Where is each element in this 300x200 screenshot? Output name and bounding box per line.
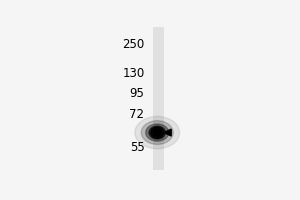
Ellipse shape — [135, 116, 180, 149]
Ellipse shape — [141, 121, 173, 144]
Text: 95: 95 — [130, 87, 145, 100]
Ellipse shape — [146, 124, 169, 141]
Text: 250: 250 — [122, 38, 145, 51]
Text: 55: 55 — [130, 141, 145, 154]
Ellipse shape — [153, 129, 161, 136]
Text: 130: 130 — [122, 67, 145, 80]
Bar — [153, 27, 164, 170]
Ellipse shape — [149, 126, 166, 139]
Text: 72: 72 — [130, 108, 145, 121]
Polygon shape — [164, 129, 171, 136]
Ellipse shape — [151, 127, 164, 138]
